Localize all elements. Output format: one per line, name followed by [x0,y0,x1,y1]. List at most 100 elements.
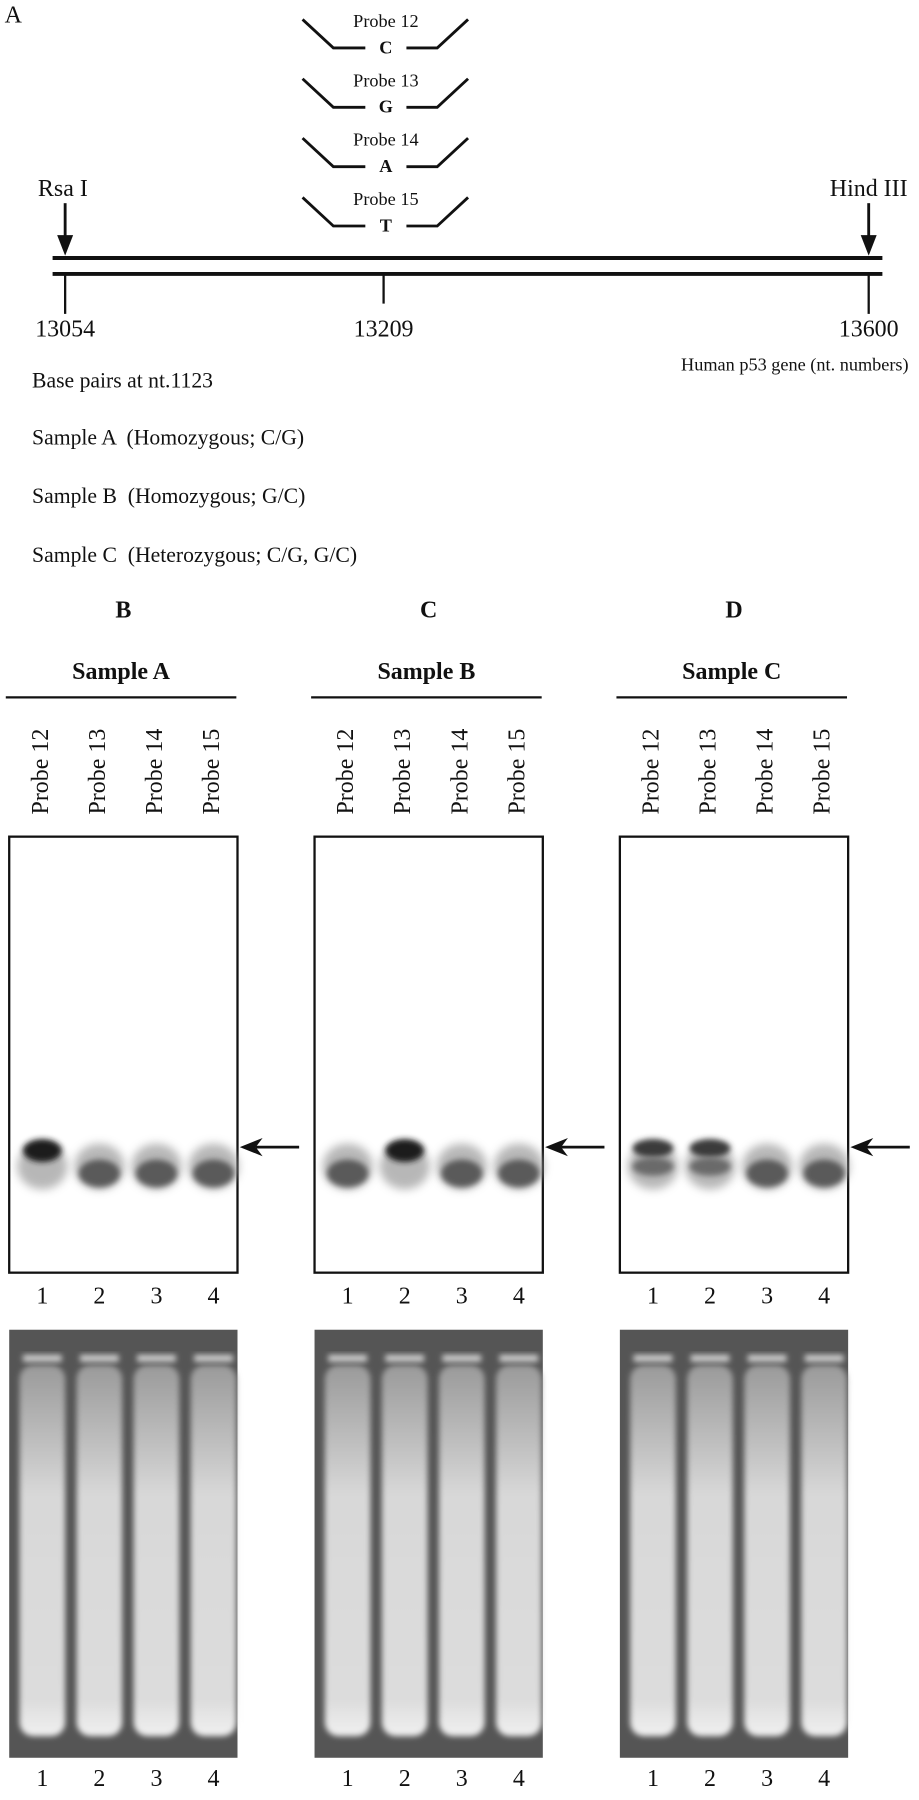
lane-number: 3 [456,1283,468,1309]
sample-header: Sample A [72,659,171,685]
gel-lane [687,1365,733,1737]
lane-probe-label: Probe 15 [504,729,530,815]
probe-name: Probe 13 [353,70,418,90]
probe-name: Probe 15 [353,189,418,209]
gel-lane [438,1365,485,1737]
gel-lane [133,1365,180,1737]
arrow-head [57,235,74,256]
lane-number: 3 [150,1766,162,1792]
band [78,1159,120,1188]
band [632,1139,674,1158]
lane-number: 1 [647,1766,659,1792]
probe-bracket [301,196,366,228]
lane-probe-label: Probe 12 [638,729,664,815]
panel-label: C [420,597,437,623]
gel-well [22,1354,62,1362]
autoradiograph [8,835,239,1274]
gene-label: Human p53 gene (nt. numbers) [681,355,909,376]
band [498,1159,540,1188]
gel-well [804,1354,844,1362]
probe-name: Probe 14 [353,130,418,150]
lane-probe-label: Probe 14 [753,729,779,815]
site-label: Rsa I [38,176,88,202]
probe-bracket [406,18,470,50]
content: A Probe 12 C Probe 13 G Probe 14 A Probe 15 T Rsa… [5,3,910,1792]
lane-number: 2 [93,1766,105,1792]
probe-bracket [301,137,366,169]
gel-lane [190,1365,237,1737]
band [689,1157,731,1176]
probe-base: T [380,215,392,235]
gel-well [79,1354,119,1362]
gel-well [385,1354,425,1362]
position-label: 13209 [354,317,414,343]
lane-number: 3 [150,1283,162,1309]
panel-label: B [115,597,131,623]
gel-lane [76,1365,123,1737]
autoradiograph [618,835,850,1274]
probe-bracket [301,77,366,109]
sample-description: Sample C (Heterozygous; C/G, G/C) [32,543,357,567]
lane-number: 2 [704,1766,716,1792]
arrow-head [860,235,877,256]
lane-probe-label: Probe 13 [696,729,722,815]
lane-probe-label: Probe 12 [333,729,359,815]
lane-number: 4 [513,1283,525,1309]
lane-number: 4 [818,1283,830,1309]
gel-well [747,1354,787,1362]
gel-lane [324,1365,371,1737]
band [385,1139,425,1162]
sample-description: Sample A (Homozygous; C/G) [32,425,304,449]
band [632,1157,674,1176]
gel-well [328,1354,368,1362]
probe-bracket [301,18,366,50]
lane-number: 2 [399,1766,411,1792]
lane-probe-label: Probe 15 [199,729,225,815]
gel-well [633,1354,673,1362]
lane-probe-label: Probe 12 [28,729,54,815]
lane-number: 3 [456,1766,468,1792]
probe-base: G [379,97,393,117]
sample-header: Sample C [682,659,781,685]
panel-label: D [725,597,742,623]
position-label: 13600 [839,317,899,343]
lane-number: 1 [36,1766,48,1792]
lane-number: 3 [761,1766,773,1792]
lane-probe-label: Probe 13 [390,729,416,815]
lane-number: 4 [818,1766,830,1792]
band [689,1139,731,1158]
band [327,1159,369,1188]
band [746,1159,788,1188]
sample-header: Sample B [377,659,475,685]
gel-well [194,1354,233,1362]
arrow-head [545,1137,568,1157]
arrow-head [850,1137,874,1157]
probe-bracket [406,196,470,228]
gel-lane [19,1365,66,1737]
gel-well [690,1354,730,1362]
probe-base: C [379,37,392,57]
band [192,1159,235,1188]
lane-probe-label: Probe 13 [85,729,111,815]
lane-number: 1 [342,1766,354,1792]
gel-well [499,1354,539,1362]
lane-number: 1 [342,1283,354,1309]
lane-number: 2 [704,1283,716,1309]
lane-probe-label: Probe 15 [810,729,836,815]
arrow-head [239,1137,263,1157]
probe-bracket [406,137,470,169]
lane-number: 4 [208,1766,220,1792]
band [22,1139,62,1162]
lane-number: 1 [36,1283,48,1309]
sample-description: Sample B (Homozygous; G/C) [32,484,305,508]
site-label: Hind III [830,176,908,202]
gel-lane [801,1365,848,1737]
probe-base: A [379,156,393,176]
band [803,1159,845,1188]
band [135,1159,178,1188]
gel-well [137,1354,176,1362]
lane-number: 4 [513,1766,525,1792]
lane-number: 1 [647,1283,659,1309]
